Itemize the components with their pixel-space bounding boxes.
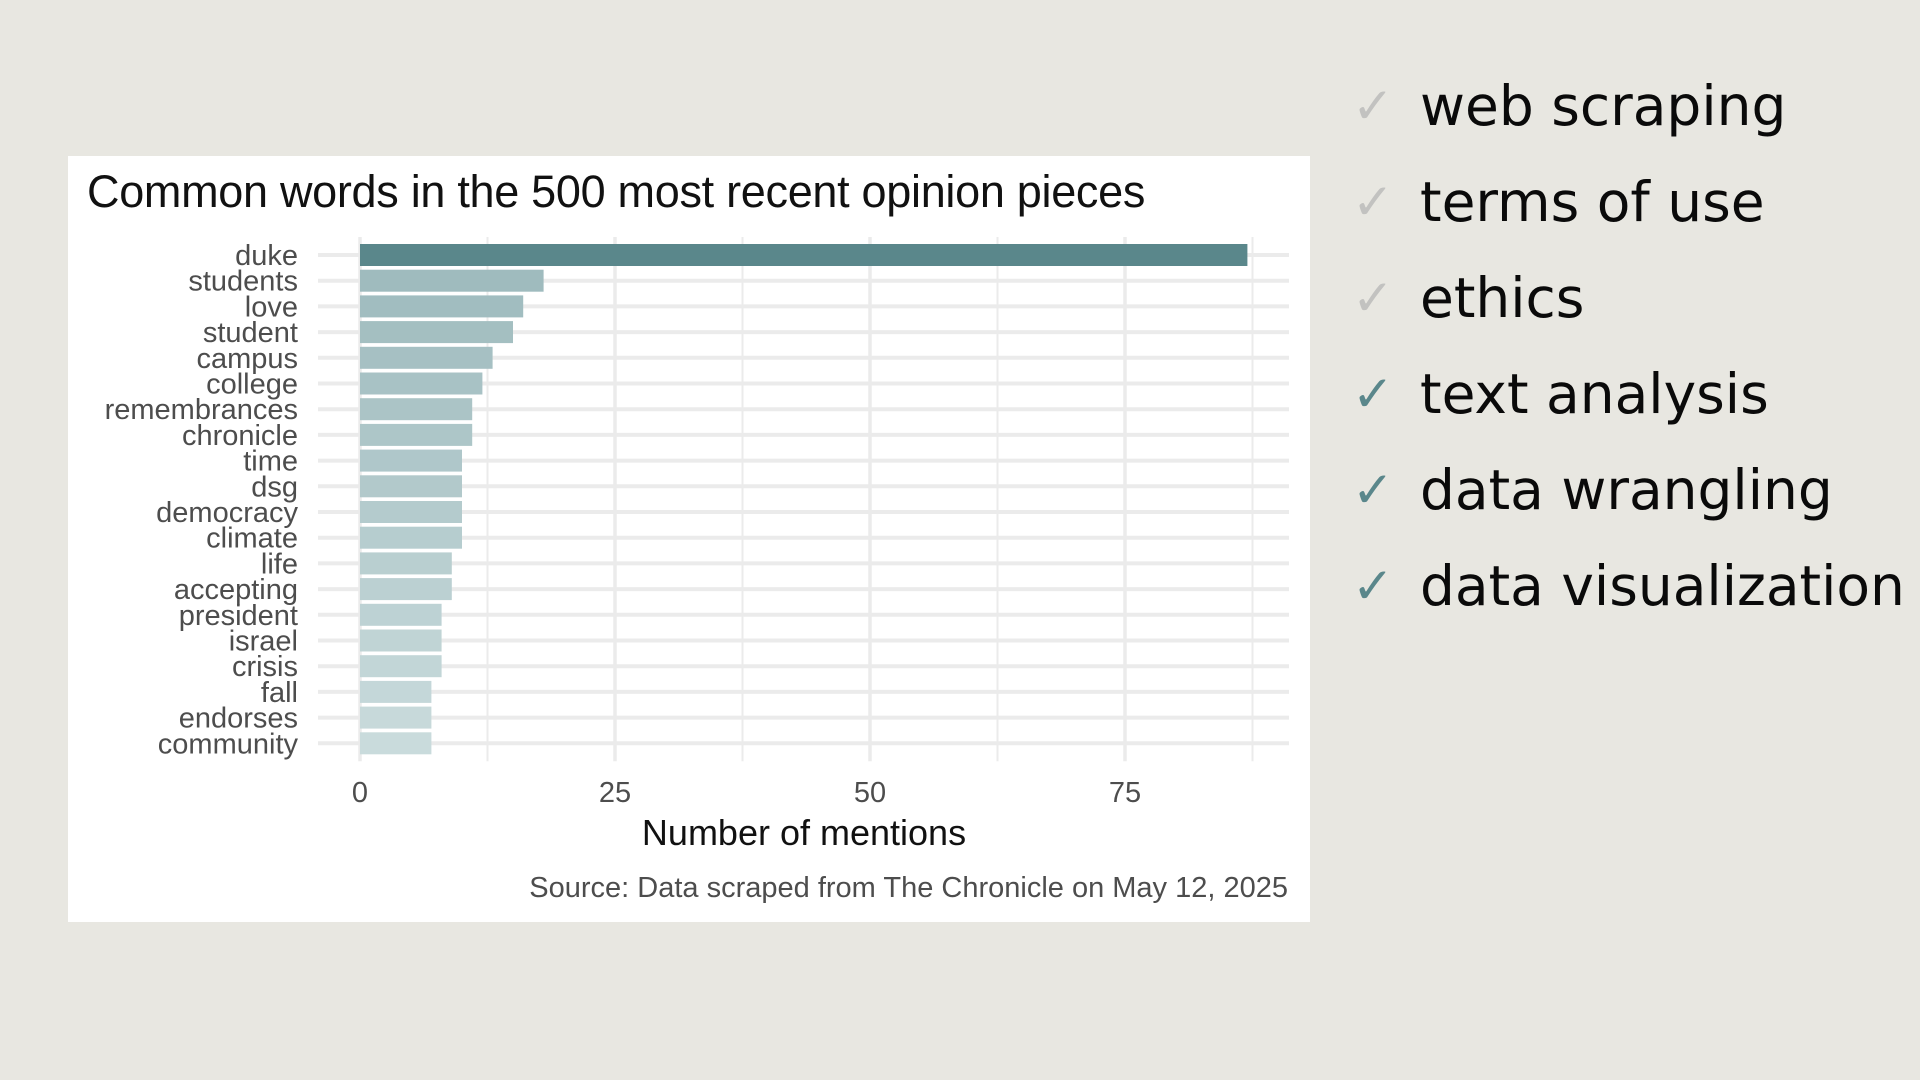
bar-democracy (360, 501, 462, 523)
checklist-item-label: text analysis (1420, 362, 1769, 426)
check-icon: ✓ (1352, 557, 1394, 615)
check-icon: ✓ (1352, 269, 1394, 327)
y-tick-label: accepting (174, 574, 298, 606)
y-tick-label: fall (261, 677, 298, 709)
bar-crisis (360, 655, 442, 678)
checklist-item: ✓ ethics (1352, 250, 1905, 346)
y-tick-label: dsg (251, 471, 298, 503)
bar-fall (360, 680, 432, 703)
chart-caption: Source: Data scraped from The Chronicle … (529, 872, 1288, 904)
y-tick-label: community (158, 728, 299, 760)
bar-student (360, 321, 513, 344)
bar-chronicle (360, 423, 473, 446)
checklist-item-label: web scraping (1420, 74, 1787, 138)
topic-checklist: ✓ web scraping ✓ terms of use ✓ ethics ✓ text a… (1352, 58, 1905, 634)
bar-duke (360, 244, 1248, 266)
y-tick-label: remembrances (105, 394, 298, 426)
bar-community (360, 732, 432, 755)
x-tick-label: 25 (599, 777, 631, 809)
bar-president (360, 603, 442, 626)
y-tick-label: endorses (179, 703, 298, 735)
bar-college (360, 372, 483, 395)
x-tick-label: 75 (1109, 777, 1141, 809)
bar-campus (360, 346, 493, 369)
checklist-item: ✓ text analysis (1352, 346, 1905, 442)
y-tick-label: chronicle (182, 420, 298, 452)
y-tick-label: crisis (232, 651, 298, 683)
y-tick-label: democracy (156, 497, 298, 529)
y-tick-label: israel (229, 626, 298, 658)
checklist-item-label: data visualization (1420, 554, 1905, 618)
bar-dsg (360, 475, 462, 498)
bar-accepting (360, 578, 452, 601)
checklist-item: ✓ terms of use (1352, 154, 1905, 250)
y-tick-label: time (243, 446, 298, 478)
y-tick-label: college (206, 369, 298, 401)
y-tick-label: love (245, 291, 298, 323)
y-tick-label: student (203, 317, 298, 349)
y-tick-label: climate (206, 523, 298, 555)
y-tick-label: life (261, 548, 298, 580)
bar-remembrances (360, 398, 473, 421)
checklist-item: ✓ web scraping (1352, 58, 1905, 154)
checklist-item: ✓ data visualization (1352, 538, 1905, 634)
check-icon: ✓ (1352, 173, 1394, 231)
checklist-item-label: terms of use (1420, 170, 1765, 234)
bar-israel (360, 629, 442, 652)
checklist-item: ✓ data wrangling (1352, 442, 1905, 538)
x-tick-label: 50 (854, 777, 886, 809)
check-icon: ✓ (1352, 365, 1394, 423)
y-tick-label: duke (235, 240, 298, 272)
bar-time (360, 449, 462, 472)
y-tick-label: students (188, 266, 298, 298)
bar-endorses (360, 706, 432, 729)
bar-life (360, 552, 452, 575)
check-icon: ✓ (1352, 461, 1394, 519)
y-tick-label: campus (196, 343, 298, 375)
bar-climate (360, 526, 462, 549)
y-tick-label: president (179, 600, 298, 632)
checklist-item-label: data wrangling (1420, 458, 1833, 522)
bar-love (360, 295, 524, 318)
chart-title: Common words in the 500 most recent opin… (87, 166, 1146, 217)
checklist-item-label: ethics (1420, 266, 1585, 330)
check-icon: ✓ (1352, 77, 1394, 135)
x-axis-title: Number of mentions (642, 812, 966, 853)
bar-students (360, 269, 544, 292)
x-tick-label: 0 (352, 777, 368, 809)
